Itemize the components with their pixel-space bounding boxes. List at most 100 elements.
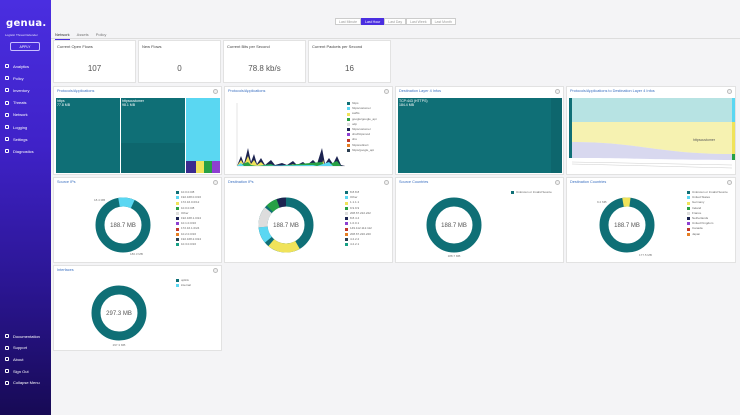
panel-menu-icon[interactable] [384,89,389,94]
legend-item[interactable]: google/google_api [347,117,377,122]
legend-item[interactable]: 149.112.112.112 [345,226,372,231]
legend-item[interactable]: 8.8.4.4 [345,216,372,221]
stat-title: Current Bits per Second [227,44,270,49]
legend-swatch [347,148,350,152]
legend-item[interactable]: dns [347,137,377,142]
legend-item[interactable]: 8.8.8.8 [345,190,372,195]
range-last-day[interactable]: Last Day [384,18,407,25]
legend-item[interactable]: 208.67.220.220 [345,232,372,237]
legend-item[interactable]: United Kingdom [687,221,728,226]
legend-item[interactable]: 208.67.222.222 [345,211,372,216]
panel-menu-icon[interactable] [213,268,218,273]
treemap-tile-small[interactable] [212,161,220,173]
legend-item[interactable]: Unknown or Invalid Source [687,190,728,195]
panel-title: Protocols/Applications [228,89,266,93]
treemap-tile-sub[interactable] [551,98,562,173]
tab-policy[interactable]: Policy [95,32,107,37]
legend-item[interactable]: Japan [687,232,728,237]
legend-swatch [347,112,350,116]
treemap-tile-https[interactable]: https 77.8 MB [56,98,120,173]
panel-menu-icon[interactable] [384,180,389,185]
nav-item-threats[interactable]: Threats [0,98,51,108]
panel-menu-icon[interactable] [213,180,218,185]
legend-item[interactable]: https [347,101,377,106]
legend-label: 192.168.0.0/16 [181,195,202,200]
range-last-hour[interactable]: Last Hour [361,18,385,25]
nav-item-about[interactable]: About [0,354,51,364]
nav-item-inventory[interactable]: Inventory [0,85,51,95]
inventory-icon [5,88,9,93]
donut-center-value: 188.7 MB [441,223,467,229]
range-last-month[interactable]: Last Month [430,18,456,25]
legend-item[interactable]: 10.0.0.0/8 [176,190,201,195]
legend-item[interactable]: https/google_api [347,148,377,153]
nav-item-label: Settings [13,136,28,142]
legend-item[interactable]: 1.0.0.1 [345,221,372,226]
nav-item-policy[interactable]: Policy [0,73,51,83]
treemap-tile-tcp443[interactable]: TCP:443 (HTTPS) 184.4 MB [398,98,562,173]
legend-item[interactable]: United States [687,195,728,200]
legend-item[interactable]: 10.0.0.0/8 [176,206,201,211]
tab-network[interactable]: Network [55,32,70,40]
legend-item[interactable]: Ireland [687,206,728,211]
donut-center-value: 297.3 MB [106,311,132,317]
legend-item[interactable]: 9.9.9.9 [345,206,372,211]
legend-item[interactable]: httpscustomer [347,127,377,132]
protocols-area-chart [236,103,345,167]
legend-item[interactable]: 10.2.0.0/16 [176,232,201,237]
legend-item[interactable]: Unknown or Invalid Source [511,190,552,195]
legend-item[interactable]: 1.1.1.1 [345,200,372,205]
legend-label: ssl/tls [352,111,360,116]
nav-item-sign-out[interactable]: Sign Out [0,366,51,376]
treemap-tile-sub[interactable] [121,143,185,173]
treemap-tile-small[interactable] [186,161,196,173]
legend-item[interactable]: 4.2.2.2 [345,237,372,242]
legend-item[interactable]: httpsredirect [347,143,377,148]
legend-label: Unknown or Invalid Source [516,190,552,194]
nav-item-logging[interactable]: Logging [0,122,51,132]
legend-item[interactable]: Other [345,195,372,200]
panel-dest-ips: Destination IPs 188.7 MB 8.8.8.8 Other 1.1… [224,177,393,263]
treemap-tile-small[interactable] [196,161,204,173]
legend-item[interactable]: 172.16.1.0/24 [176,226,201,231]
legend-label: internal [181,283,191,288]
legend-item[interactable]: udp [347,122,377,127]
legend-item[interactable]: 4.2.2.1 [345,242,372,247]
apply-button[interactable]: APPLY [10,42,40,51]
nav-item-documentation[interactable]: Documentation [0,331,51,341]
panel-menu-icon[interactable] [555,89,560,94]
nav-item-collapse-menu[interactable]: Collapse Menu [0,378,51,388]
legend-item[interactable]: httpscustomer [347,106,377,111]
nav-item-analytics[interactable]: Analytics [0,61,51,71]
legend-item[interactable]: 192.168.0.0/16 [176,195,201,200]
legend-item[interactable]: 192.168.1.0/24 [176,216,201,221]
legend-item[interactable]: Other [176,211,201,216]
legend-item[interactable]: 172.16.0.0/12 [176,200,201,205]
legend-item[interactable]: France [687,211,728,216]
legend-item[interactable]: 192.168.2.0/24 [176,237,201,242]
range-last-week[interactable]: Last Week [406,18,431,25]
legend-item[interactable]: uplink [176,278,191,283]
nav-item-network[interactable]: Network [0,110,51,120]
nav-item-diagnostics[interactable]: Diagnostics [0,146,51,156]
panel-menu-icon[interactable] [555,180,560,185]
legend-item[interactable]: Netherlands [687,216,728,221]
nav-item-support[interactable]: Support [0,343,51,353]
panel-menu-icon[interactable] [213,89,218,94]
tab-assets[interactable]: Assets [76,32,89,37]
panel-menu-icon[interactable] [727,89,732,94]
panel-menu-icon[interactable] [727,180,732,185]
nav-item-settings[interactable]: Settings [0,134,51,144]
treemap-tile-ssl[interactable] [186,98,220,161]
legend-item[interactable]: 10.3.0.0/16 [176,242,201,247]
legend-item[interactable]: ssl/tls [347,111,377,116]
legend-item[interactable]: Canada [687,226,728,231]
panel-protocols-treemap: Protocols/Applications https 77.8 MB http… [53,86,222,175]
range-last-minute[interactable]: Last Minute [335,18,362,25]
legend-item[interactable]: dns/httpsmod [347,132,377,137]
panel-title: Source Countries [399,180,429,184]
legend-item[interactable]: internal [176,283,191,288]
legend-item[interactable]: 10.1.0.0/16 [176,221,201,226]
legend-item[interactable]: Germany [687,200,728,205]
treemap-tile-small[interactable] [204,161,212,173]
